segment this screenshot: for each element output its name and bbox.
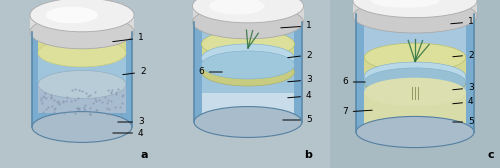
FancyBboxPatch shape	[38, 85, 126, 113]
Text: a: a	[140, 150, 148, 160]
FancyBboxPatch shape	[30, 13, 134, 34]
FancyBboxPatch shape	[202, 22, 294, 122]
Text: 7: 7	[342, 108, 372, 116]
Ellipse shape	[192, 5, 304, 39]
FancyBboxPatch shape	[364, 92, 466, 125]
FancyBboxPatch shape	[202, 93, 294, 115]
Ellipse shape	[38, 71, 126, 98]
FancyBboxPatch shape	[202, 58, 294, 65]
Ellipse shape	[38, 39, 126, 67]
FancyBboxPatch shape	[364, 16, 466, 57]
FancyBboxPatch shape	[192, 4, 304, 24]
Text: 1: 1	[113, 33, 144, 43]
FancyBboxPatch shape	[364, 14, 466, 132]
Text: 3: 3	[288, 75, 312, 85]
Ellipse shape	[356, 116, 474, 148]
Ellipse shape	[371, 0, 439, 8]
Text: 6: 6	[342, 77, 365, 87]
FancyBboxPatch shape	[364, 57, 466, 83]
Ellipse shape	[202, 30, 294, 58]
Text: 2: 2	[453, 51, 473, 59]
Text: 3: 3	[453, 83, 474, 93]
Ellipse shape	[30, 15, 134, 49]
Ellipse shape	[364, 68, 466, 96]
Ellipse shape	[209, 0, 264, 14]
Text: 2: 2	[288, 51, 312, 59]
Ellipse shape	[38, 113, 126, 141]
Text: c: c	[488, 150, 494, 160]
Ellipse shape	[32, 17, 132, 47]
FancyBboxPatch shape	[356, 14, 474, 132]
FancyBboxPatch shape	[32, 32, 132, 127]
Text: 5: 5	[283, 116, 312, 124]
Ellipse shape	[364, 62, 466, 90]
FancyBboxPatch shape	[364, 76, 466, 82]
Text: 1: 1	[451, 17, 474, 27]
Bar	[330, 0, 500, 168]
Ellipse shape	[46, 7, 98, 23]
Text: 4: 4	[453, 97, 473, 107]
Text: 2: 2	[123, 68, 146, 76]
Ellipse shape	[38, 18, 126, 46]
FancyBboxPatch shape	[38, 32, 126, 53]
Ellipse shape	[353, 0, 477, 18]
Text: 6: 6	[198, 68, 222, 76]
FancyBboxPatch shape	[194, 22, 302, 122]
Ellipse shape	[353, 0, 477, 33]
Bar	[165, 0, 330, 168]
Text: b: b	[304, 150, 312, 160]
Ellipse shape	[202, 44, 294, 72]
Ellipse shape	[194, 7, 302, 37]
Ellipse shape	[32, 112, 132, 142]
Text: 4: 4	[113, 129, 144, 137]
Text: 3: 3	[118, 117, 144, 127]
Ellipse shape	[364, 69, 466, 97]
Bar	[0, 0, 165, 168]
Ellipse shape	[364, 78, 466, 106]
Ellipse shape	[202, 58, 294, 86]
Text: 4: 4	[288, 92, 312, 100]
FancyBboxPatch shape	[202, 44, 294, 72]
Ellipse shape	[202, 51, 294, 79]
Text: 5: 5	[453, 117, 474, 127]
Ellipse shape	[364, 43, 466, 71]
Text: 1: 1	[281, 22, 312, 31]
FancyBboxPatch shape	[353, 0, 477, 16]
FancyBboxPatch shape	[38, 32, 126, 113]
Ellipse shape	[356, 0, 474, 30]
Ellipse shape	[30, 0, 134, 32]
Ellipse shape	[192, 0, 304, 23]
Ellipse shape	[194, 107, 302, 137]
